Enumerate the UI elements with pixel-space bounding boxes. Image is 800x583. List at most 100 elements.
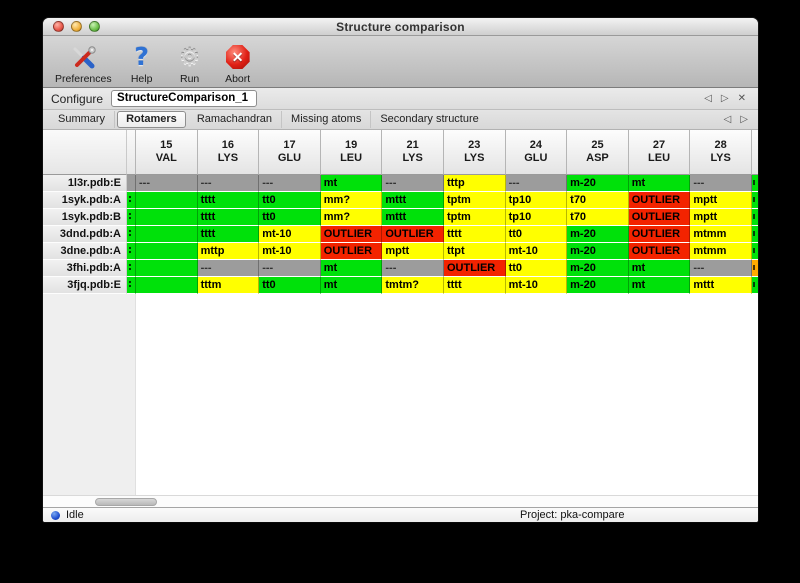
- scrollbar-thumb[interactable]: [95, 498, 157, 506]
- rotamer-cell[interactable]: mptt: [690, 192, 752, 209]
- tab-summary[interactable]: Summary: [49, 111, 116, 128]
- rotamer-cell[interactable]: OUTLIER: [628, 192, 691, 209]
- rotamer-cell[interactable]: tttt: [443, 277, 506, 294]
- rotamer-cell[interactable]: ttpt: [443, 243, 506, 260]
- prev-tab-icon[interactable]: ◁: [723, 113, 732, 125]
- next-tab-icon[interactable]: ▷: [740, 113, 748, 125]
- configure-name-field[interactable]: StructureComparison_1: [111, 90, 258, 107]
- rotamer-cell[interactable]: t70: [567, 209, 629, 226]
- rotamer-cell[interactable]: [136, 226, 198, 243]
- rotamer-cell[interactable]: tptm: [443, 209, 506, 226]
- help-button[interactable]: ? Help: [120, 42, 164, 86]
- preferences-button[interactable]: Preferences: [51, 42, 116, 85]
- residue-name: GLU: [277, 152, 302, 164]
- rotamer-cell[interactable]: tp10: [505, 192, 568, 209]
- rotamer-cell[interactable]: OUTLIER: [628, 226, 691, 243]
- rotamer-cell[interactable]: m-20: [567, 260, 629, 277]
- row-label[interactable]: 1syk.pdb:B: [43, 209, 127, 226]
- rotamer-cell[interactable]: tt0: [259, 192, 321, 209]
- rotamer-cell[interactable]: [136, 277, 198, 294]
- tab-ramachandran[interactable]: Ramachandran: [188, 111, 283, 128]
- rotamer-cell[interactable]: mptt: [382, 243, 444, 260]
- rotamer-cell[interactable]: OUTLIER: [628, 243, 691, 260]
- rotamer-cell[interactable]: tptm: [443, 192, 506, 209]
- rotamer-cell[interactable]: [136, 260, 198, 277]
- row-label[interactable]: 3dnd.pdb:A: [43, 226, 127, 243]
- rotamer-cell[interactable]: tt0: [505, 226, 568, 243]
- rotamer-cell[interactable]: OUTLIER: [443, 260, 506, 277]
- run-button[interactable]: ⚙ Run: [168, 42, 212, 85]
- rotamer-cell[interactable]: ---: [690, 175, 752, 192]
- rotamer-cell[interactable]: mm?: [320, 209, 383, 226]
- rotamer-cell[interactable]: ---: [136, 175, 198, 192]
- rotamer-cell[interactable]: ---: [382, 175, 444, 192]
- rotamer-cell[interactable]: [136, 209, 198, 226]
- rotamer-cell[interactable]: tp10: [505, 209, 568, 226]
- rotamer-cell[interactable]: mt: [628, 175, 691, 192]
- rotamer-cell[interactable]: t70: [567, 192, 629, 209]
- rotamer-cell[interactable]: tttt: [443, 226, 506, 243]
- rotamer-cell[interactable]: ---: [382, 260, 444, 277]
- toolbar-button-label: Help: [130, 73, 153, 85]
- rotamer-cell[interactable]: mt: [628, 277, 691, 294]
- rotamer-cell[interactable]: ---: [197, 175, 260, 192]
- zoom-window-icon[interactable]: [89, 21, 100, 32]
- rotamer-cell[interactable]: tttt: [197, 192, 260, 209]
- tab-rotamers[interactable]: Rotamers: [117, 111, 186, 128]
- tab-missing-atoms[interactable]: Missing atoms: [282, 111, 372, 128]
- rotamer-cell[interactable]: mtmm: [690, 243, 752, 260]
- rotamer-cell[interactable]: m-20: [567, 175, 629, 192]
- rotamer-cell[interactable]: mt: [320, 260, 383, 277]
- rotamer-cell[interactable]: tt0: [259, 209, 321, 226]
- rotamer-cell[interactable]: mt: [320, 175, 383, 192]
- rotamer-cell[interactable]: m-20: [567, 277, 629, 294]
- rotamer-cell[interactable]: tttt: [197, 226, 260, 243]
- row-label[interactable]: 3fhi.pdb:A: [43, 260, 127, 277]
- rotamer-cell[interactable]: mttt: [382, 192, 444, 209]
- rotamer-cell[interactable]: mt-10: [259, 226, 321, 243]
- rotamer-cell[interactable]: mptt: [690, 209, 752, 226]
- horizontal-scrollbar[interactable]: [43, 495, 758, 507]
- rotamer-cell[interactable]: OUTLIER: [382, 226, 444, 243]
- rotamer-cell[interactable]: mt: [320, 277, 383, 294]
- title-bar[interactable]: Structure comparison: [43, 18, 758, 36]
- rotamer-cell[interactable]: OUTLIER: [320, 243, 383, 260]
- rotamer-cell[interactable]: ---: [197, 260, 260, 277]
- rotamer-cell[interactable]: m-20: [567, 226, 629, 243]
- rotamer-cell[interactable]: mt: [628, 260, 691, 277]
- prev-config-icon[interactable]: ◁: [704, 92, 712, 104]
- rotamer-cell[interactable]: m-20: [567, 243, 629, 260]
- rotamer-cell[interactable]: tt0: [505, 260, 568, 277]
- rotamer-cell[interactable]: ---: [690, 260, 752, 277]
- row-label[interactable]: 1syk.pdb:A: [43, 192, 127, 209]
- rotamer-cell[interactable]: mt-10: [259, 243, 321, 260]
- rotamer-cell[interactable]: mttp: [197, 243, 260, 260]
- rotamer-cell[interactable]: ---: [505, 175, 568, 192]
- rotamer-cell[interactable]: mt-10: [505, 277, 568, 294]
- rotamer-cell[interactable]: mt-10: [505, 243, 568, 260]
- rotamer-cell[interactable]: tttt: [197, 209, 260, 226]
- rotamer-cell[interactable]: ---: [259, 260, 321, 277]
- close-config-icon[interactable]: ✕: [737, 92, 746, 104]
- rotamer-cell[interactable]: ---: [259, 175, 321, 192]
- row-label[interactable]: 1l3r.pdb:E: [43, 175, 127, 192]
- rotamer-cell[interactable]: OUTLIER: [628, 209, 691, 226]
- rotamer-cell[interactable]: tt0: [259, 277, 321, 294]
- rotamer-cell[interactable]: [136, 192, 198, 209]
- rotamer-cell[interactable]: tmtm?: [382, 277, 444, 294]
- tab-secondary-structure[interactable]: Secondary structure: [380, 113, 479, 125]
- abort-button[interactable]: ✕ Abort: [216, 42, 260, 85]
- rotamer-cell[interactable]: OUTLIER: [320, 226, 383, 243]
- minimize-window-icon[interactable]: [71, 21, 82, 32]
- rotamer-cell[interactable]: mttt: [690, 277, 752, 294]
- row-label[interactable]: 3dne.pdb:A: [43, 243, 127, 260]
- rotamer-cell[interactable]: mttt: [382, 209, 444, 226]
- close-window-icon[interactable]: [53, 21, 64, 32]
- rotamer-cell[interactable]: mtmm: [690, 226, 752, 243]
- row-label[interactable]: 3fjq.pdb:E: [43, 277, 127, 294]
- rotamer-cell[interactable]: [136, 243, 198, 260]
- rotamer-cell[interactable]: mm?: [320, 192, 383, 209]
- next-config-icon[interactable]: ▷: [720, 92, 729, 104]
- rotamer-cell[interactable]: tttp: [443, 175, 506, 192]
- rotamer-cell[interactable]: tttm: [197, 277, 260, 294]
